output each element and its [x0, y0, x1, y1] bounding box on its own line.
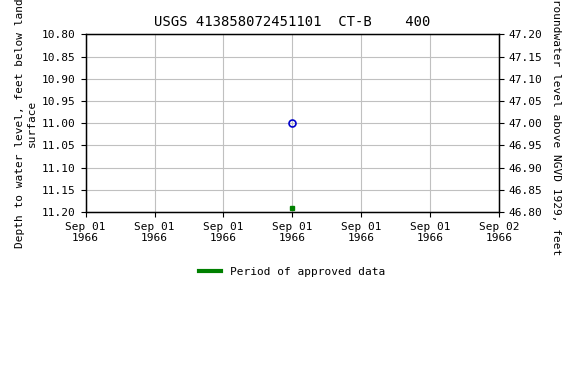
Y-axis label: Groundwater level above NGVD 1929, feet: Groundwater level above NGVD 1929, feet	[551, 0, 561, 255]
Legend: Period of approved data: Period of approved data	[195, 262, 390, 281]
Title: USGS 413858072451101  CT-B    400: USGS 413858072451101 CT-B 400	[154, 15, 431, 29]
Y-axis label: Depth to water level, feet below land
surface: Depth to water level, feet below land su…	[15, 0, 37, 248]
